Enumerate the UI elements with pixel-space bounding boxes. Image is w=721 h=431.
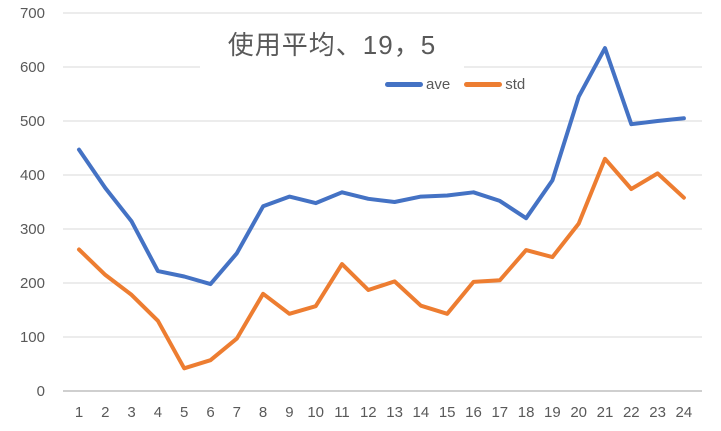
legend-item-ave[interactable]: ave [385, 77, 450, 92]
x-tick-label: 6 [206, 404, 214, 421]
chart-title[interactable]: 使用平均、19，5 [200, 14, 464, 72]
x-tick-label: 4 [154, 404, 162, 421]
legend-label-ave: ave [426, 75, 451, 93]
x-tick-label: 11 [334, 404, 350, 421]
x-tick-label: 2 [101, 404, 109, 421]
x-tick-label: 15 [439, 404, 456, 421]
legend-label-std: std [505, 75, 526, 93]
y-tick-label: 0 [37, 383, 45, 400]
y-tick-label: 100 [20, 329, 45, 346]
legend-swatch-ave-icon [385, 81, 423, 87]
x-tick-label: 8 [259, 404, 267, 421]
y-tick-label: 400 [20, 167, 45, 184]
series-line-ave[interactable] [77, 46, 686, 287]
x-tick-label: 12 [360, 404, 377, 421]
x-tick-label: 10 [307, 404, 324, 421]
y-tick-label: 500 [20, 113, 45, 130]
x-tick-label: 19 [544, 404, 561, 421]
series-line-std[interactable] [77, 156, 686, 371]
x-tick-label: 13 [386, 404, 403, 421]
x-tick-label: 18 [518, 404, 535, 421]
x-tick-label: 21 [597, 404, 614, 421]
x-tick-label: 17 [491, 404, 508, 421]
x-tick-label: 3 [127, 404, 135, 421]
y-tick-label: 200 [20, 275, 45, 292]
y-tick-label: 300 [20, 221, 45, 238]
y-tick-label: 700 [20, 5, 45, 22]
x-tick-label: 22 [623, 404, 640, 421]
legend-swatch-std-icon [464, 81, 503, 87]
y-tick-label: 600 [20, 59, 45, 76]
x-tick-label: 20 [570, 404, 587, 421]
x-tick-label: 16 [465, 404, 482, 421]
x-tick-label: 5 [180, 404, 188, 421]
x-tick-label: 14 [413, 404, 430, 421]
legend-item-std[interactable]: std [464, 77, 525, 92]
x-tick-label: 7 [233, 404, 241, 421]
x-tick-label: 1 [75, 404, 83, 421]
x-tick-label: 9 [285, 404, 293, 421]
x-tick-label: 23 [649, 404, 666, 421]
legend[interactable]: ave std [383, 73, 528, 95]
x-tick-label: 24 [676, 404, 693, 421]
